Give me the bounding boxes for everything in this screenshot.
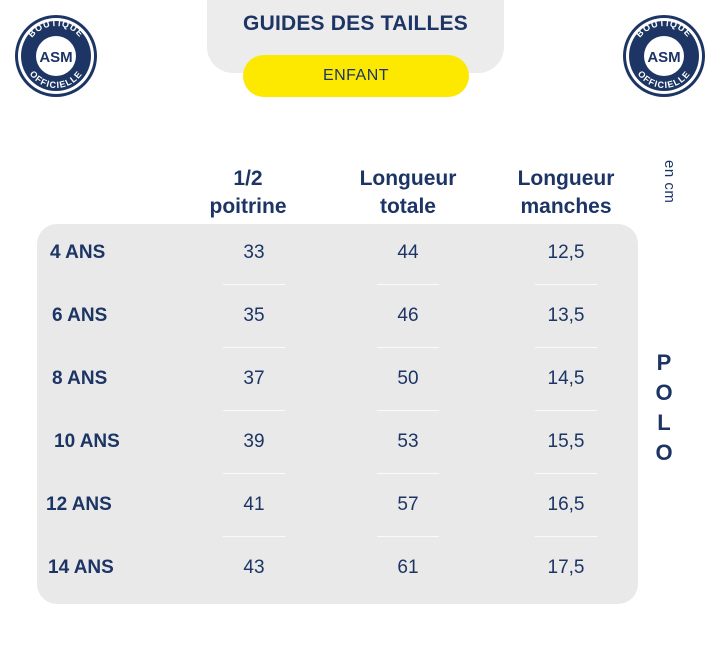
divider	[535, 473, 597, 474]
total-length-value: 44	[397, 242, 419, 263]
page-title: GUIDES DES TAILLES	[243, 12, 468, 35]
divider	[535, 410, 597, 411]
total-length-value: 46	[397, 305, 419, 326]
divider	[223, 284, 285, 285]
svg-text:ASM: ASM	[39, 49, 72, 66]
size-label: 14 ANS	[48, 557, 114, 578]
divider	[535, 536, 597, 537]
total-length-value: 53	[397, 431, 419, 452]
sleeve-length-value: 15,5	[547, 431, 585, 452]
boutique-officielle-logo: BOUTIQUE OFFICIELLE ASM	[623, 15, 705, 97]
size-label: 10 ANS	[54, 431, 120, 452]
sleeve-length-value: 16,5	[547, 494, 585, 515]
product-label: P O L O	[655, 350, 673, 465]
total-length-value: 61	[397, 557, 419, 578]
total-length-value: 57	[397, 494, 419, 515]
divider	[223, 473, 285, 474]
half-chest-value: 43	[243, 557, 265, 578]
svg-text:ASM: ASM	[647, 49, 680, 66]
size-label: 6 ANS	[52, 305, 108, 326]
divider	[377, 536, 439, 537]
sleeve-length-value: 12,5	[547, 242, 585, 263]
divider	[223, 410, 285, 411]
table-row: 8 ANS 37 50 14,5	[37, 350, 638, 413]
half-chest-value: 39	[243, 431, 265, 452]
divider	[377, 347, 439, 348]
divider	[377, 410, 439, 411]
table-row: 10 ANS 39 53 15,5	[37, 413, 638, 476]
divider	[223, 536, 285, 537]
divider	[377, 473, 439, 474]
sleeve-length-value: 14,5	[547, 368, 585, 389]
sleeve-length-value: 13,5	[547, 305, 585, 326]
table-row: 6 ANS 35 46 13,5	[37, 287, 638, 350]
unit-label: en cm	[661, 160, 678, 204]
boutique-officielle-logo: BOUTIQUE OFFICIELLE ASM	[15, 15, 97, 97]
table-row: 4 ANS 33 44 12,5	[37, 224, 638, 287]
divider	[535, 284, 597, 285]
size-table: 4 ANS 33 44 12,5 6 ANS 35 46 13,5 8 ANS …	[37, 224, 638, 604]
size-label: 12 ANS	[46, 494, 112, 515]
column-header-total-length: Longueur totale	[359, 167, 457, 218]
divider	[377, 284, 439, 285]
half-chest-value: 35	[243, 305, 265, 326]
table-row: 14 ANS 43 61 17,5	[37, 539, 638, 602]
divider	[223, 347, 285, 348]
sleeve-length-value: 17,5	[547, 557, 585, 578]
half-chest-value: 37	[243, 368, 265, 389]
divider	[535, 347, 597, 348]
table-row: 12 ANS 41 57 16,5	[37, 476, 638, 539]
half-chest-value: 41	[243, 494, 265, 515]
total-length-value: 50	[397, 368, 419, 389]
category-badge: ENFANT	[243, 55, 469, 97]
size-label: 4 ANS	[50, 242, 106, 263]
column-header-half-chest: 1/2 poitrine	[209, 167, 287, 218]
half-chest-value: 33	[243, 242, 265, 263]
size-label: 8 ANS	[52, 368, 108, 389]
column-header-sleeve-length: Longueur manches	[517, 167, 615, 218]
